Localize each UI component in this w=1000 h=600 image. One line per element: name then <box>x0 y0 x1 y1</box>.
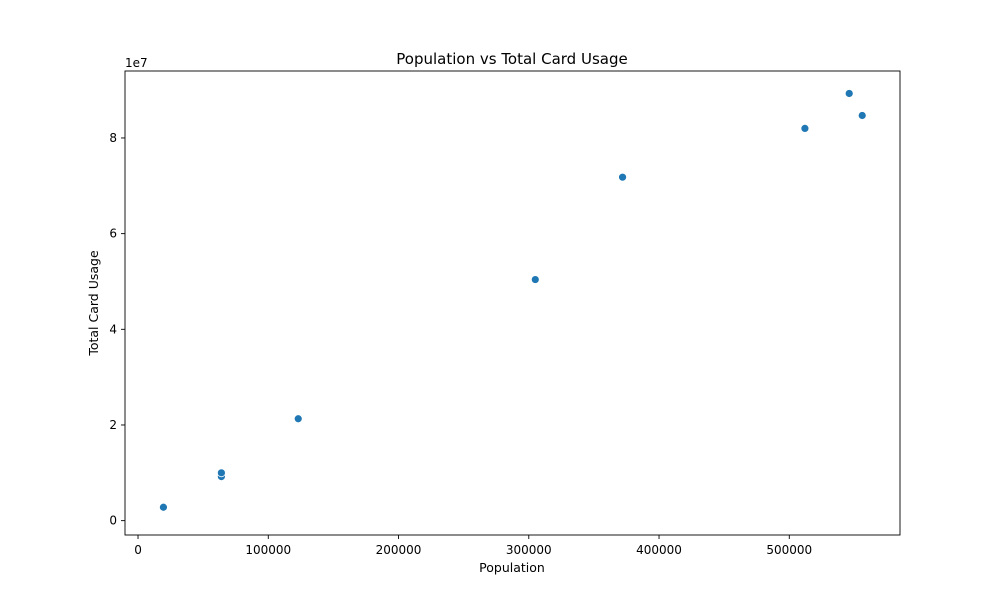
data-point <box>800 124 810 133</box>
data-point <box>857 111 867 120</box>
data-points <box>159 89 867 512</box>
y-tick-label: 6 <box>109 227 117 241</box>
data-point <box>530 275 540 284</box>
data-point <box>844 89 854 98</box>
x-tick-label: 500000 <box>766 543 812 557</box>
y-axis-offset-label: 1e7 <box>125 56 148 70</box>
x-axis-ticks: 0 100000 200000 300000 400000 500000 <box>134 535 812 557</box>
x-tick-label: 100000 <box>245 543 291 557</box>
data-point <box>618 172 627 182</box>
y-tick-label: 2 <box>109 418 117 432</box>
y-axis-ticks: 0 2 4 6 8 <box>109 131 125 528</box>
plot-area-frame <box>124 70 901 536</box>
y-tick-label: 4 <box>109 322 117 336</box>
chart-title: Population vs Total Card Usage <box>396 50 627 68</box>
data-point <box>216 468 226 478</box>
y-tick-label: 8 <box>109 131 117 145</box>
x-axis-label: Population <box>479 560 545 575</box>
data-point <box>159 502 168 512</box>
x-tick-label: 200000 <box>376 543 422 557</box>
y-tick-label: 0 <box>109 514 117 528</box>
x-tick-label: 300000 <box>506 543 552 557</box>
x-tick-label: 0 <box>134 543 142 557</box>
x-tick-label: 400000 <box>636 543 682 557</box>
y-axis-label: Total Card Usage <box>86 250 101 357</box>
data-point <box>293 414 303 424</box>
